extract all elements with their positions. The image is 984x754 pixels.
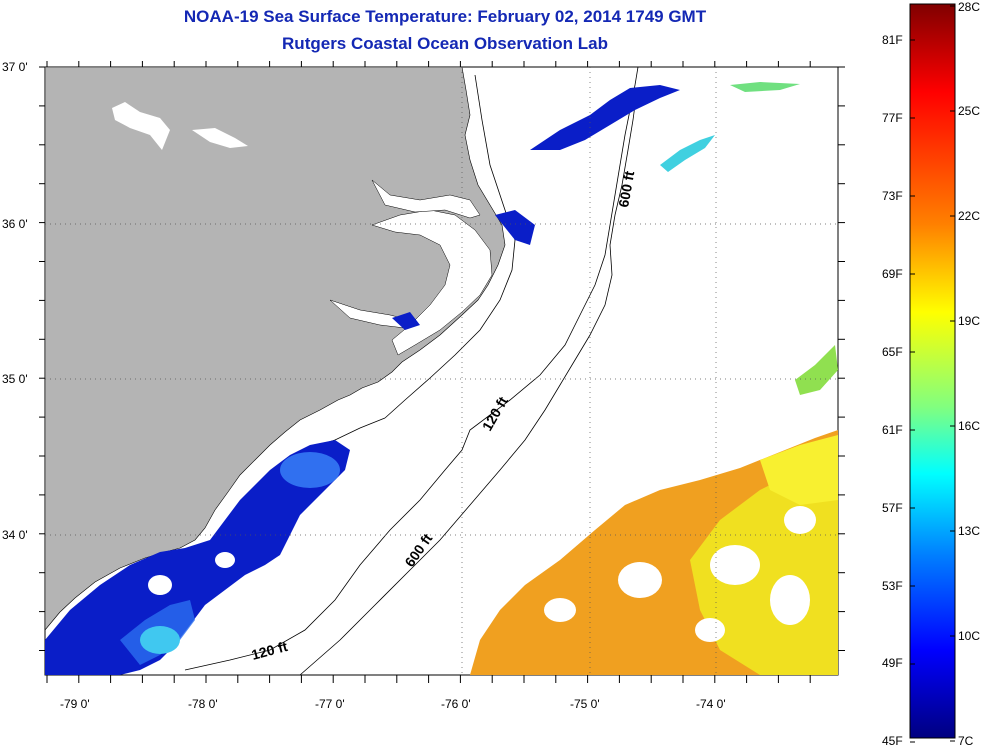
cloud-gap-2 (544, 598, 576, 622)
isobath-600ft (299, 89, 638, 676)
colorbar-label-c: 16C (958, 419, 981, 433)
lon-label: -75 0' (570, 697, 600, 711)
depth-label-600-north: 600 ft (615, 169, 637, 208)
sst-green-east (795, 345, 838, 395)
colorbar-label-c: 22C (958, 209, 981, 223)
colorbar-label-f: 65F (882, 345, 903, 359)
cloud-gap-7 (148, 575, 172, 595)
sst-cold-outerbanks (495, 210, 535, 245)
lat-label: 34 0' (2, 528, 28, 542)
colorbar-label-c: 13C (958, 524, 981, 538)
colorbar-label-f: 73F (882, 189, 903, 203)
colorbar-label-c: 10C (958, 629, 981, 643)
colorbar-label-f: 49F (882, 656, 903, 670)
colorbar-label-c: 7C (958, 734, 974, 748)
axis-ticks (39, 61, 845, 683)
isobath-120ft (184, 66, 639, 671)
map-subtitle: Rutgers Coastal Ocean Observation Lab (282, 34, 608, 53)
colorbar (909, 3, 956, 739)
cloud-gap-6 (784, 506, 816, 534)
cloud-gap-5 (695, 618, 725, 642)
sst-cold-north (530, 85, 680, 150)
albemarle-sound (371, 179, 481, 219)
sst-cyan-ne (660, 135, 715, 172)
map-title: NOAA-19 Sea Surface Temperature: Februar… (183, 7, 707, 26)
colorbar-label-c: 19C (958, 314, 981, 328)
colorbar-label-f: 45F (882, 734, 903, 748)
lon-label: -79 0' (60, 697, 90, 711)
inland-lake (112, 102, 170, 150)
colorbar-label-c: 25C (958, 104, 981, 118)
cloud-gap-8 (215, 552, 235, 568)
sst-cold-coastal-lightblue (140, 626, 180, 654)
lon-label: -77 0' (315, 697, 345, 711)
sst-cold-sound (392, 312, 420, 330)
grid-lines (45, 67, 838, 675)
lat-label: 35 0' (2, 372, 28, 386)
cloud-gap-3 (710, 545, 760, 585)
pamlico-sound (371, 209, 493, 356)
lon-label: -76 0' (441, 697, 471, 711)
cloud-gap-1 (618, 562, 662, 598)
colorbar-ticks (910, 5, 955, 743)
colorbar-label-c: 28C (958, 0, 981, 14)
sst-green-ne (730, 82, 800, 92)
sst-cold-coastal-mid (280, 452, 340, 488)
colorbar-label-f: 77F (882, 111, 903, 125)
inland-lake-2 (192, 128, 248, 148)
sst-cold-coastal (45, 440, 350, 675)
lat-label: 37 0' (2, 60, 28, 74)
colorbar-label-f: 69F (882, 267, 903, 281)
lon-label: -74 0' (696, 697, 726, 711)
colorbar-label-f: 57F (882, 501, 903, 515)
outer-banks (384, 74, 516, 419)
lon-label: -78 0' (188, 697, 218, 711)
colorbar-label-f: 61F (882, 423, 903, 437)
cloud-gap-4 (770, 575, 810, 625)
lat-label: 36 0' (2, 217, 28, 231)
sst-warm-yellow-2 (760, 435, 838, 505)
colorbar-label-f: 81F (882, 33, 903, 47)
colorbar-label-f: 53F (882, 579, 903, 593)
